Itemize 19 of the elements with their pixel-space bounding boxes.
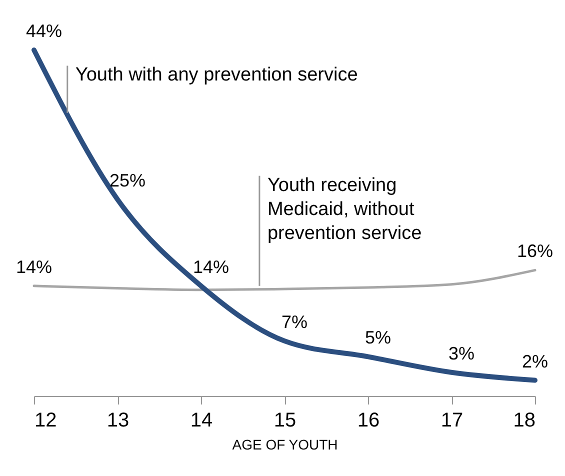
data-label: 7%	[281, 312, 308, 332]
data-label: 5%	[364, 328, 392, 348]
data-label: 14%	[192, 256, 230, 277]
data-label: 14%	[16, 256, 52, 277]
data-label: 16%	[516, 241, 554, 262]
annotation: Youth with any prevention service	[75, 64, 358, 86]
x-tick-label: 18	[513, 410, 536, 432]
data-label: 25%	[109, 170, 146, 190]
x-tick-label: 17	[440, 410, 464, 432]
data-label: 2%	[522, 351, 548, 372]
x-tick-label: 13	[106, 410, 130, 432]
x-tick-label: 14	[190, 410, 213, 432]
data-label: 44%	[26, 21, 62, 41]
x-tick-label: 12	[34, 410, 57, 432]
x-axis-title: AGE OF YOUTH	[232, 436, 338, 452]
x-tick-label: 16	[357, 410, 380, 432]
data-label: 3%	[448, 343, 475, 364]
annotation: Youth receiving Medicaid, without prevention service	[267, 174, 422, 244]
x-tick-label: 15	[274, 410, 296, 432]
